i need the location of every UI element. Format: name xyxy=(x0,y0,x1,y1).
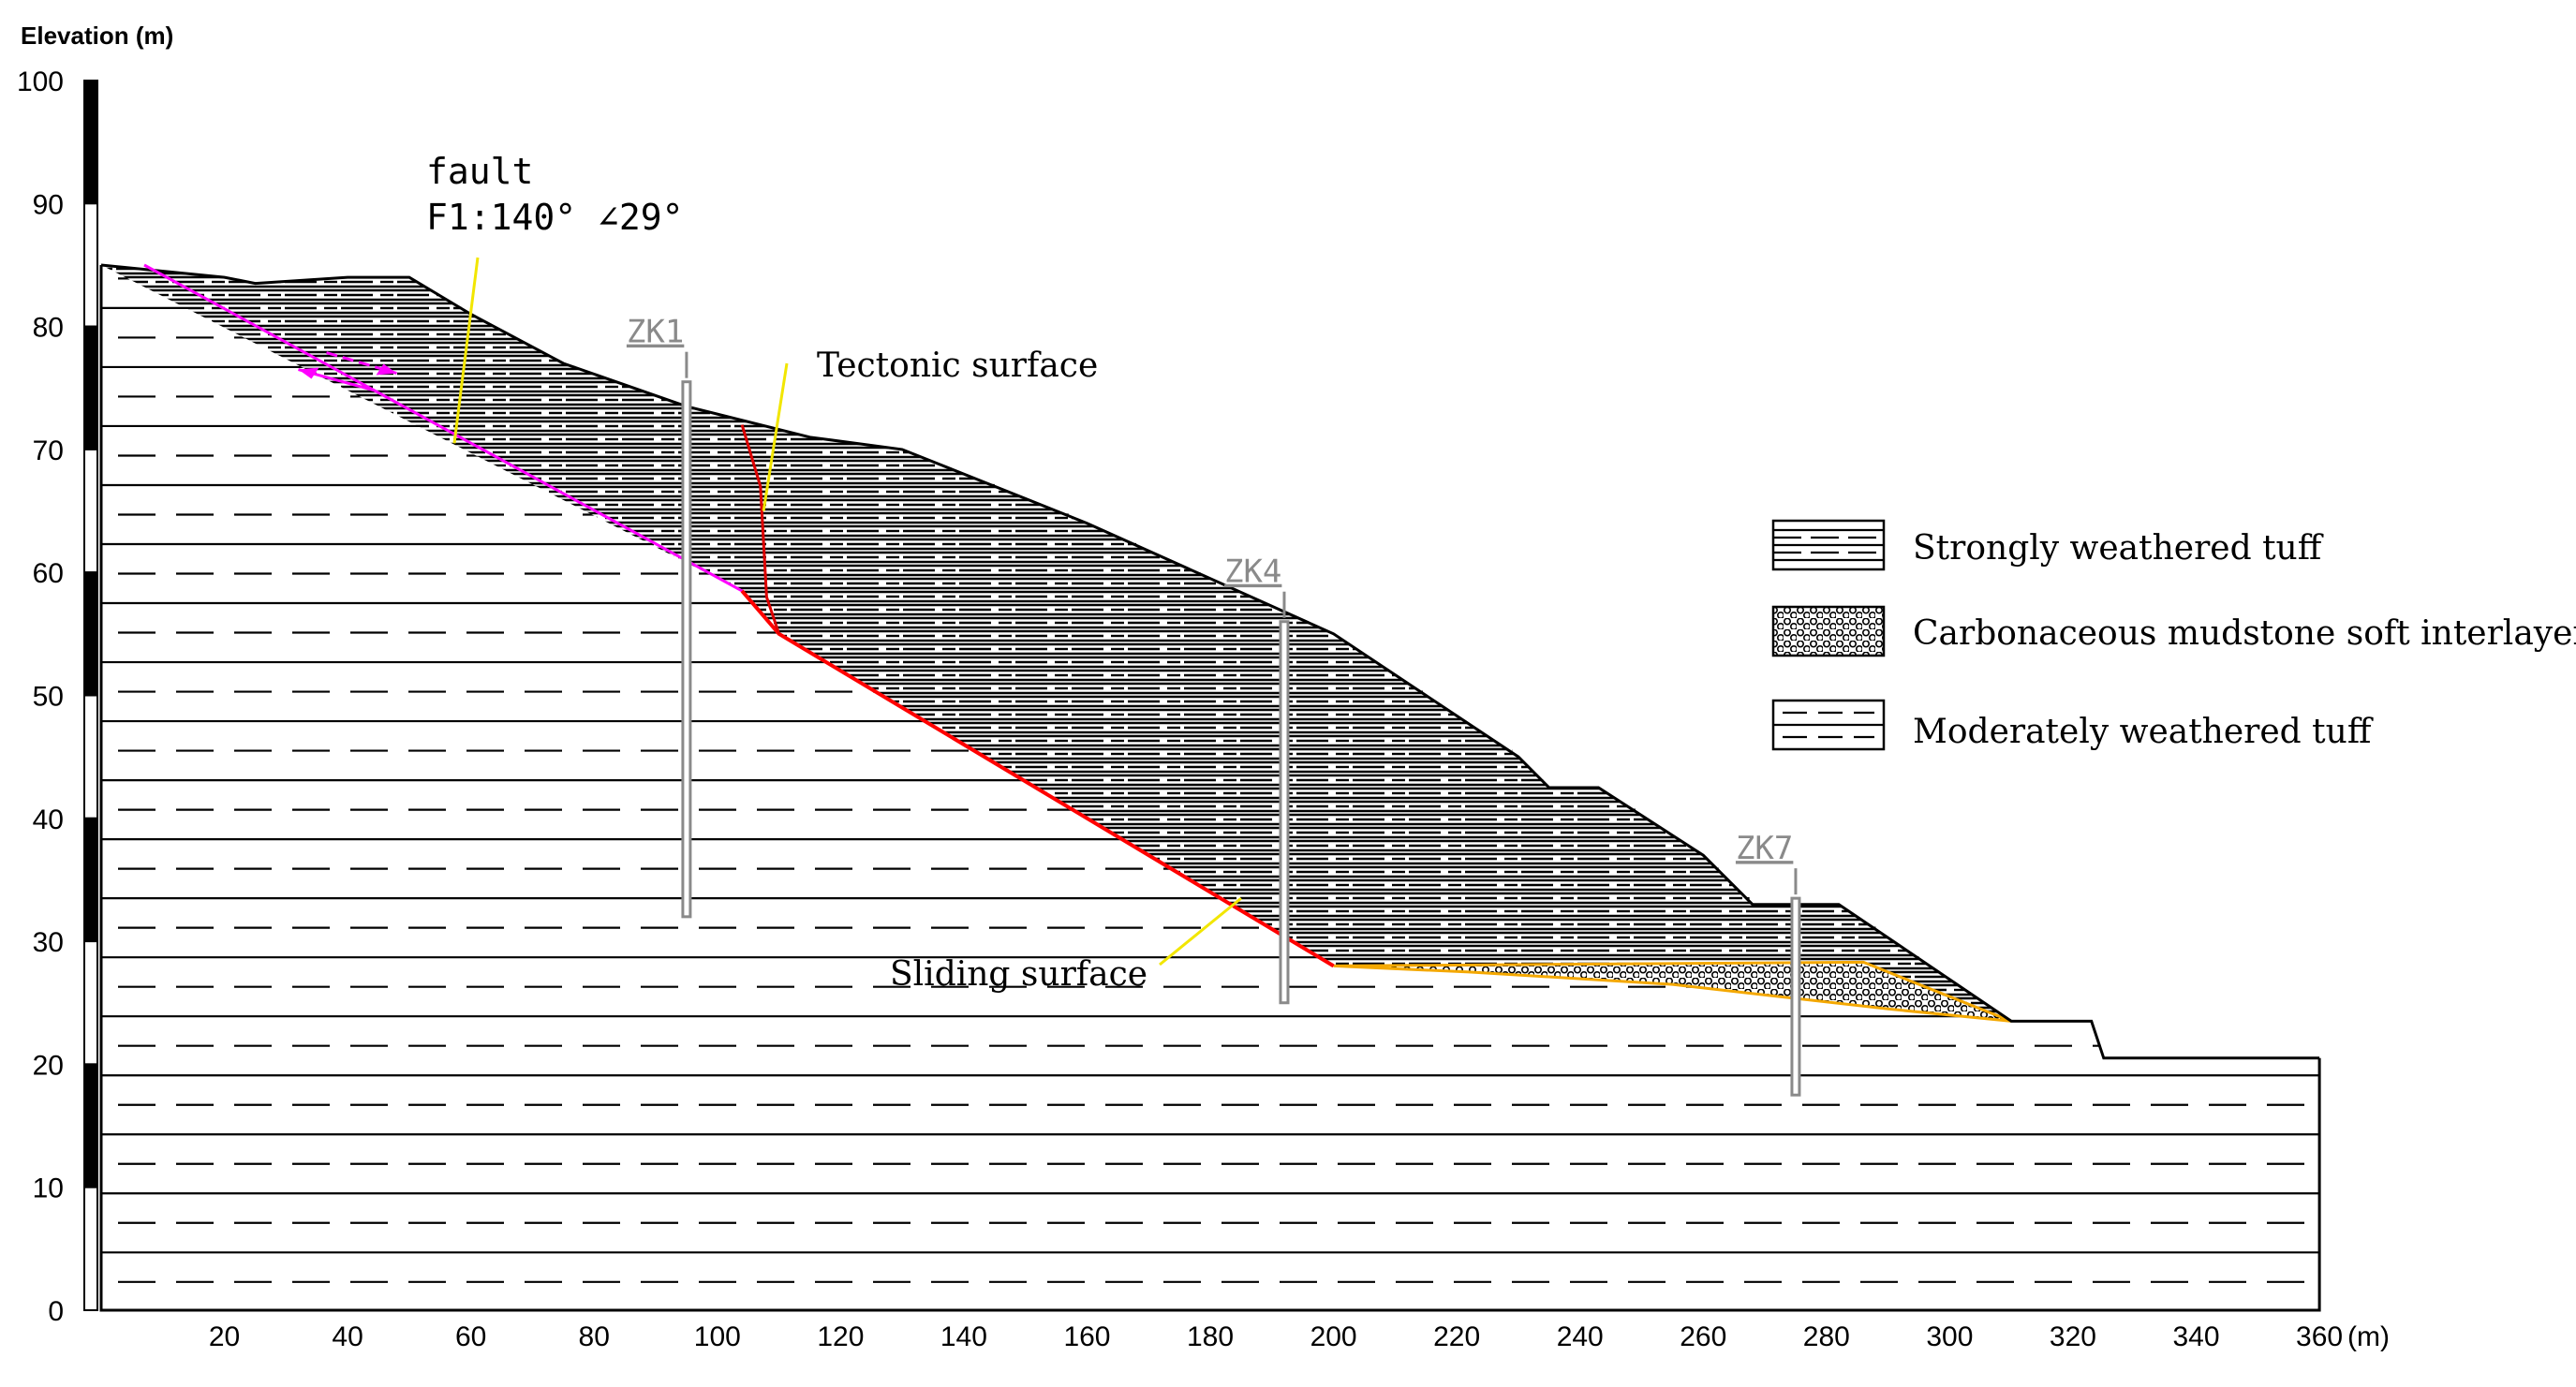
swatch-box xyxy=(1771,605,1886,657)
borehole-label: ZK1 xyxy=(627,314,684,351)
y-tick-label: 20 xyxy=(33,1050,64,1081)
y-axis-tick-labels: 0 10 20 30 40 50 60 70 80 90 100 xyxy=(17,66,64,1327)
scale-bar-segment xyxy=(83,1063,98,1188)
scale-bar-segment xyxy=(83,817,98,943)
fault-arrow-head xyxy=(298,367,319,379)
x-tick-label: 220 xyxy=(1433,1321,1480,1352)
section-outline xyxy=(99,265,2321,1312)
annotation-leaders xyxy=(452,257,1242,966)
fault-title: fault xyxy=(426,151,533,192)
scale-bar-segment xyxy=(83,1186,98,1311)
tectonic-leader xyxy=(762,362,789,511)
legend-item-moderate: Moderately weathered tuff xyxy=(1771,699,2374,751)
borehole-zk4: ZK4 xyxy=(1224,553,1290,1005)
y-axis-title: Elevation (m) xyxy=(21,22,173,50)
scale-bar-segment xyxy=(83,571,98,697)
x-tick-label: 260 xyxy=(1680,1321,1726,1352)
legend-swatch-mudstone xyxy=(1771,605,1886,657)
y-tick-label: 10 xyxy=(33,1173,64,1204)
x-axis-tick-labels: 20 40 60 80 100 120 140 160 180 200 220 240 260 280 30… xyxy=(209,1321,2343,1352)
y-tick-label: 70 xyxy=(33,435,64,466)
x-tick-label: 100 xyxy=(694,1321,741,1352)
scale-bar-segment xyxy=(83,940,98,1066)
borehole-shaft xyxy=(1279,620,1290,1005)
x-tick-label: 240 xyxy=(1557,1321,1604,1352)
tectonic-surface-label: Tectonic surface xyxy=(817,347,1098,385)
legend-swatch-strong xyxy=(1771,519,1886,571)
x-tick-label: 60 xyxy=(455,1321,486,1352)
y-tick-label: 60 xyxy=(33,558,64,589)
borehole-shaft xyxy=(681,380,692,919)
borehole-zk7: ZK7 xyxy=(1736,830,1801,1097)
x-tick-label: 340 xyxy=(2172,1321,2219,1352)
legend-item-mudstone: Carbonaceous mudstone soft interlayer xyxy=(1771,605,2576,657)
y-tick-label: 50 xyxy=(33,682,64,713)
legend-item-strong: Strongly weathered tuff xyxy=(1771,519,2324,571)
x-tick-label: 280 xyxy=(1803,1321,1850,1352)
x-tick-label: 140 xyxy=(940,1321,987,1352)
x-tick-label: 320 xyxy=(2050,1321,2096,1352)
y-tick-label: 100 xyxy=(17,66,64,97)
scale-bar-segment xyxy=(83,448,98,574)
legend-label-strong: Strongly weathered tuff xyxy=(1913,529,2324,568)
strong-tuff-fill xyxy=(101,265,2012,1022)
sliding-leader xyxy=(1159,896,1242,966)
elevation-scale-bar xyxy=(83,80,98,1311)
legend-label-moderate: Moderately weathered tuff xyxy=(1913,713,2374,751)
fault-arrow-head xyxy=(376,363,397,376)
ground-surface-line xyxy=(100,263,2320,1060)
sliding-surface-label: Sliding surface xyxy=(890,955,1147,994)
x-tick-label: 160 xyxy=(1063,1321,1110,1352)
scale-bar-segment xyxy=(83,80,98,205)
y-tick-label: 30 xyxy=(33,927,64,958)
x-tick-label: 360 xyxy=(2296,1321,2343,1352)
scale-bar-segment xyxy=(83,325,98,450)
carbonaceous-mudstone-interlayer xyxy=(1333,960,2012,1023)
x-tick-label: 40 xyxy=(332,1321,363,1352)
x-axis-unit: (m) xyxy=(2347,1321,2390,1352)
boreholes: ZK1 ZK4 ZK7 xyxy=(627,314,1801,1097)
tectonic-surface-line xyxy=(740,424,781,635)
legend: Strongly weathered tuff Carbonaceous mud… xyxy=(1771,519,2576,751)
scale-bar-segment xyxy=(83,694,98,819)
x-tick-label: 300 xyxy=(1926,1321,1973,1352)
y-tick-label: 40 xyxy=(33,804,64,835)
y-tick-label: 0 xyxy=(48,1296,64,1327)
x-tick-label: 180 xyxy=(1187,1321,1234,1352)
fault-leader xyxy=(452,257,480,444)
scale-bar-segment xyxy=(83,202,98,328)
x-tick-label: 20 xyxy=(209,1321,240,1352)
borehole-shaft xyxy=(1790,896,1801,1097)
y-tick-label: 90 xyxy=(33,189,64,220)
y-tick-label: 80 xyxy=(33,313,64,344)
borehole-label: ZK7 xyxy=(1736,830,1793,867)
strongly-weathered-tuff-layer xyxy=(101,265,2012,1022)
x-tick-label: 80 xyxy=(579,1321,610,1352)
borehole-zk1: ZK1 xyxy=(627,314,692,919)
x-tick-label: 200 xyxy=(1310,1321,1357,1352)
x-tick-label: 120 xyxy=(817,1321,864,1352)
fault-attitude: F1:140° ∠29° xyxy=(426,197,684,238)
borehole-label: ZK4 xyxy=(1224,553,1281,591)
legend-swatch-moderate xyxy=(1771,699,1886,751)
legend-label-mudstone: Carbonaceous mudstone soft interlayer xyxy=(1913,614,2576,653)
fault-movement-arrows xyxy=(298,351,397,392)
